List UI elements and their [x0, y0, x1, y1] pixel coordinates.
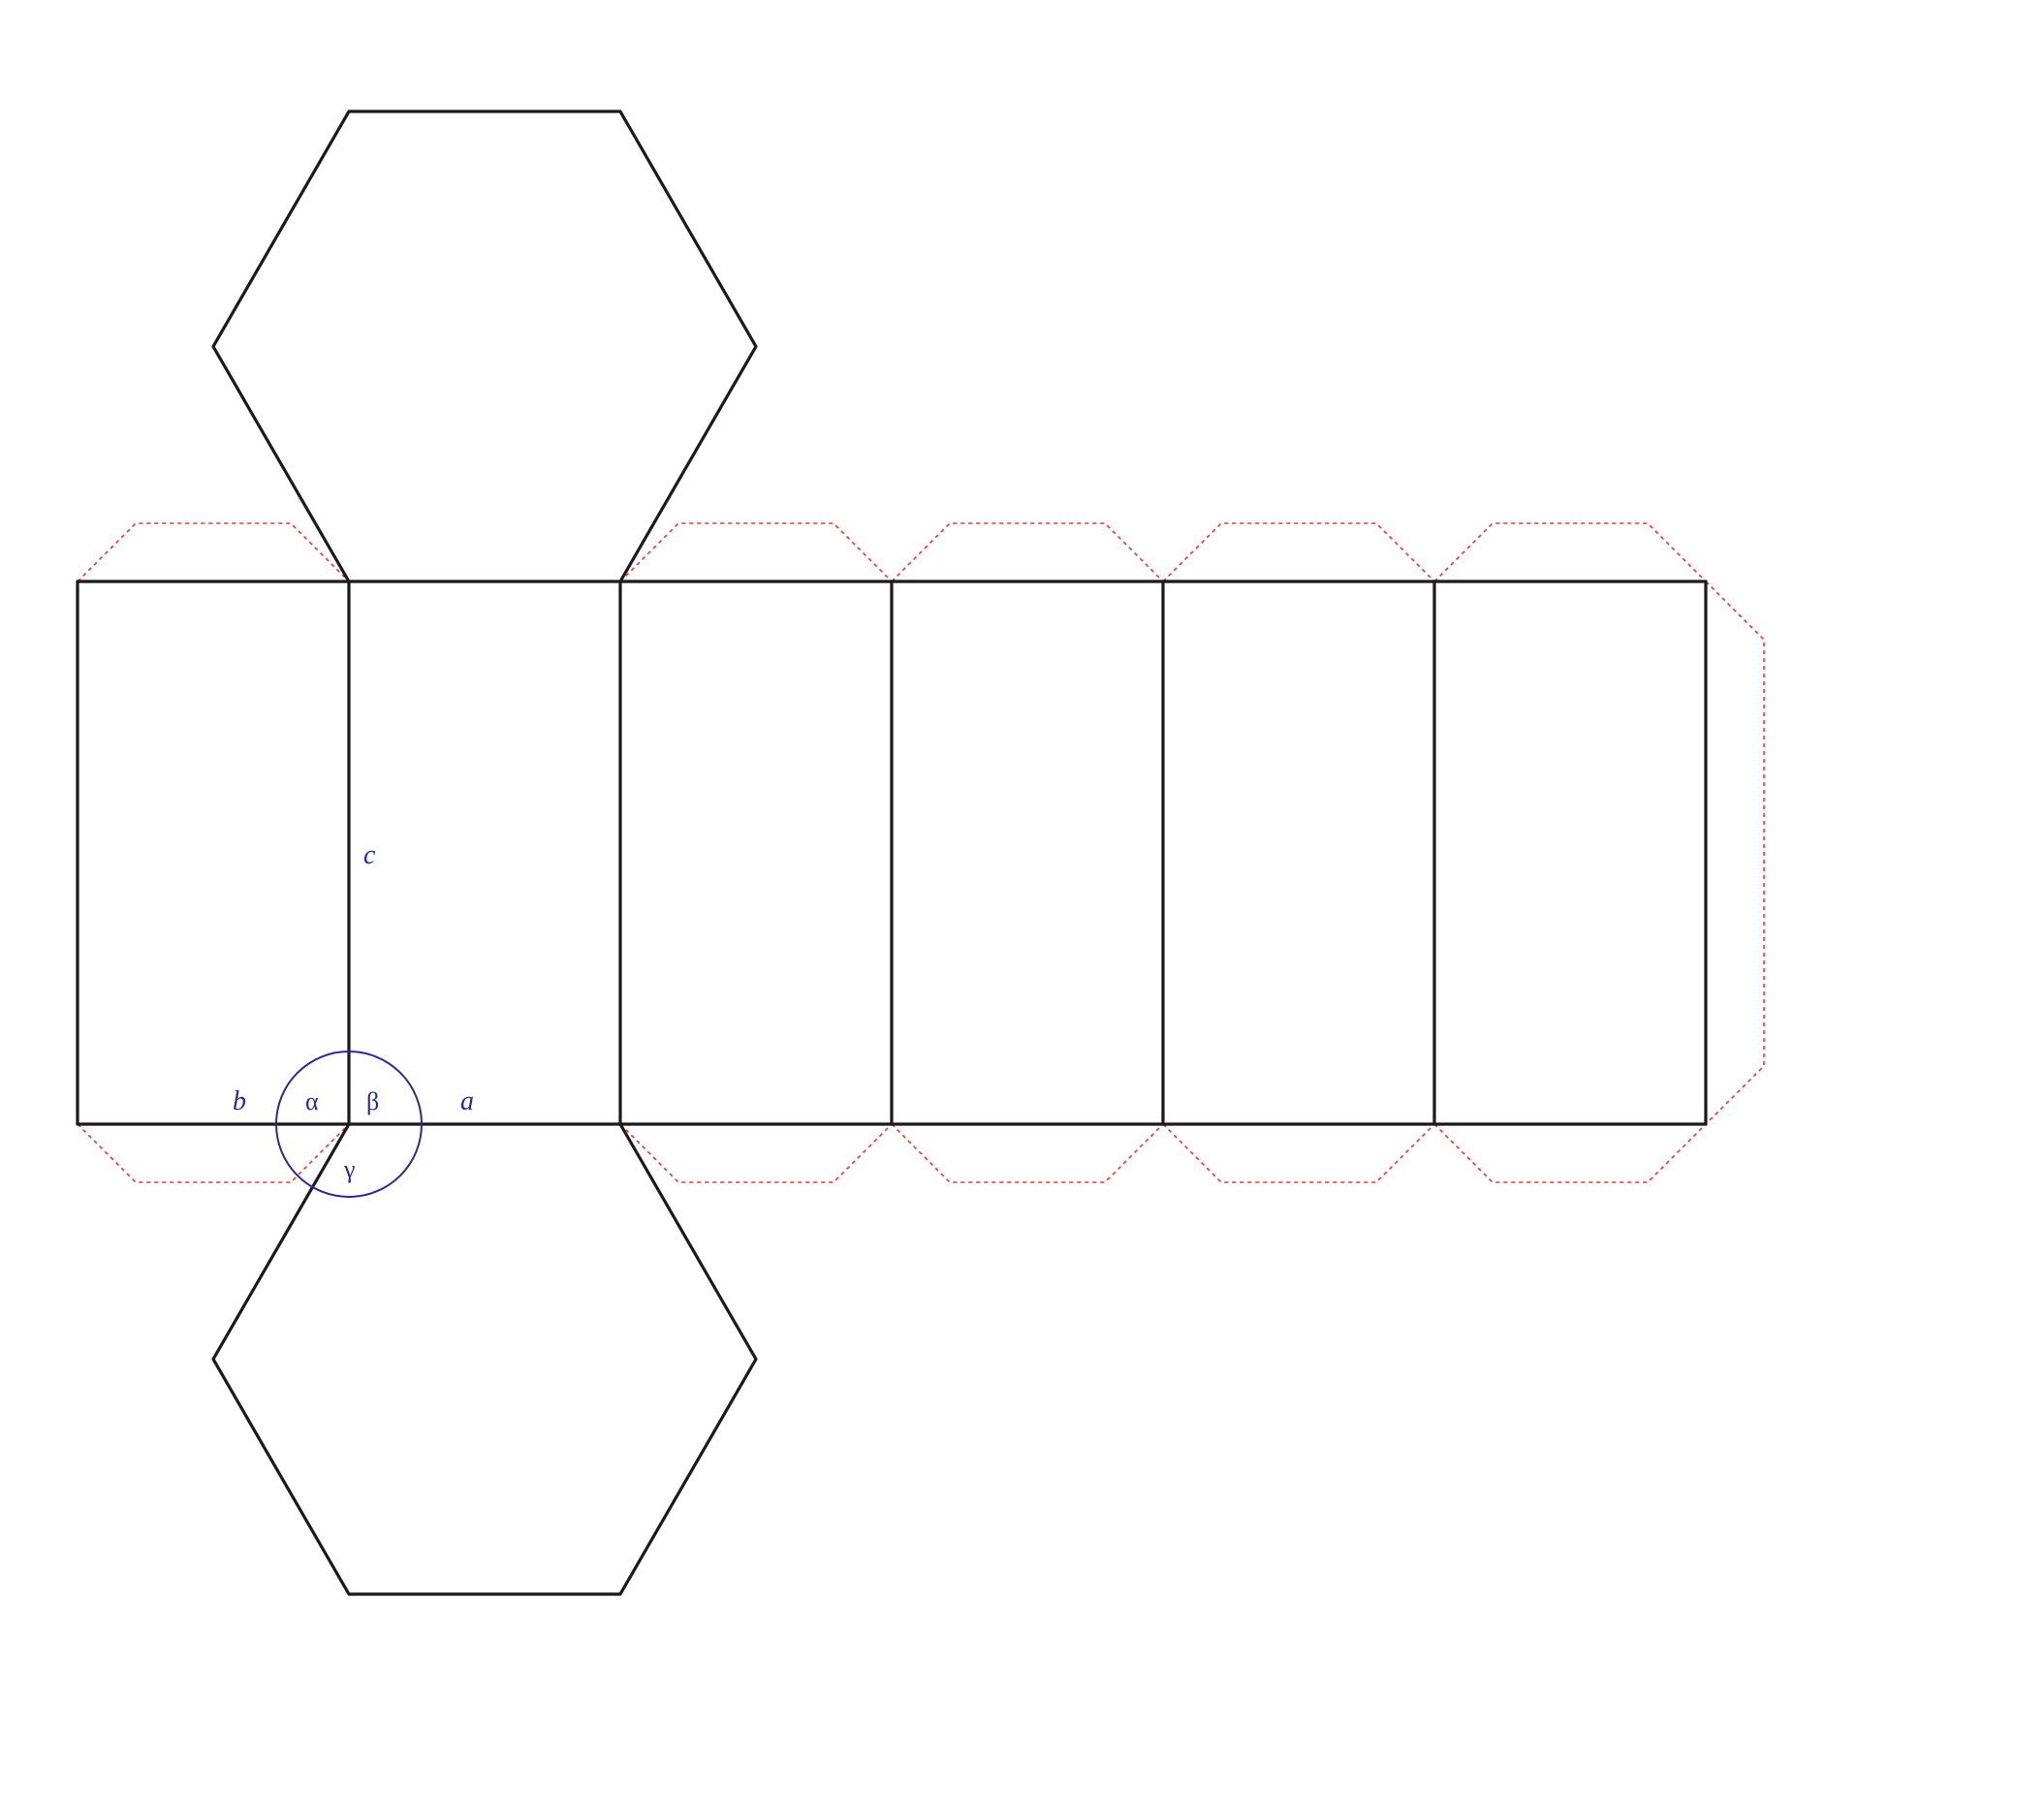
angle-label-alpha: α: [305, 1087, 319, 1115]
angle-label-gamma: γ: [343, 1155, 356, 1183]
hexagonal-prism-net: b a c α β γ: [19, 19, 2025, 1800]
edge-label-c: c: [363, 840, 376, 870]
angle-label-beta: β: [366, 1087, 379, 1115]
edge-label-b: b: [233, 1086, 246, 1116]
edge-label-a: a: [460, 1086, 474, 1116]
